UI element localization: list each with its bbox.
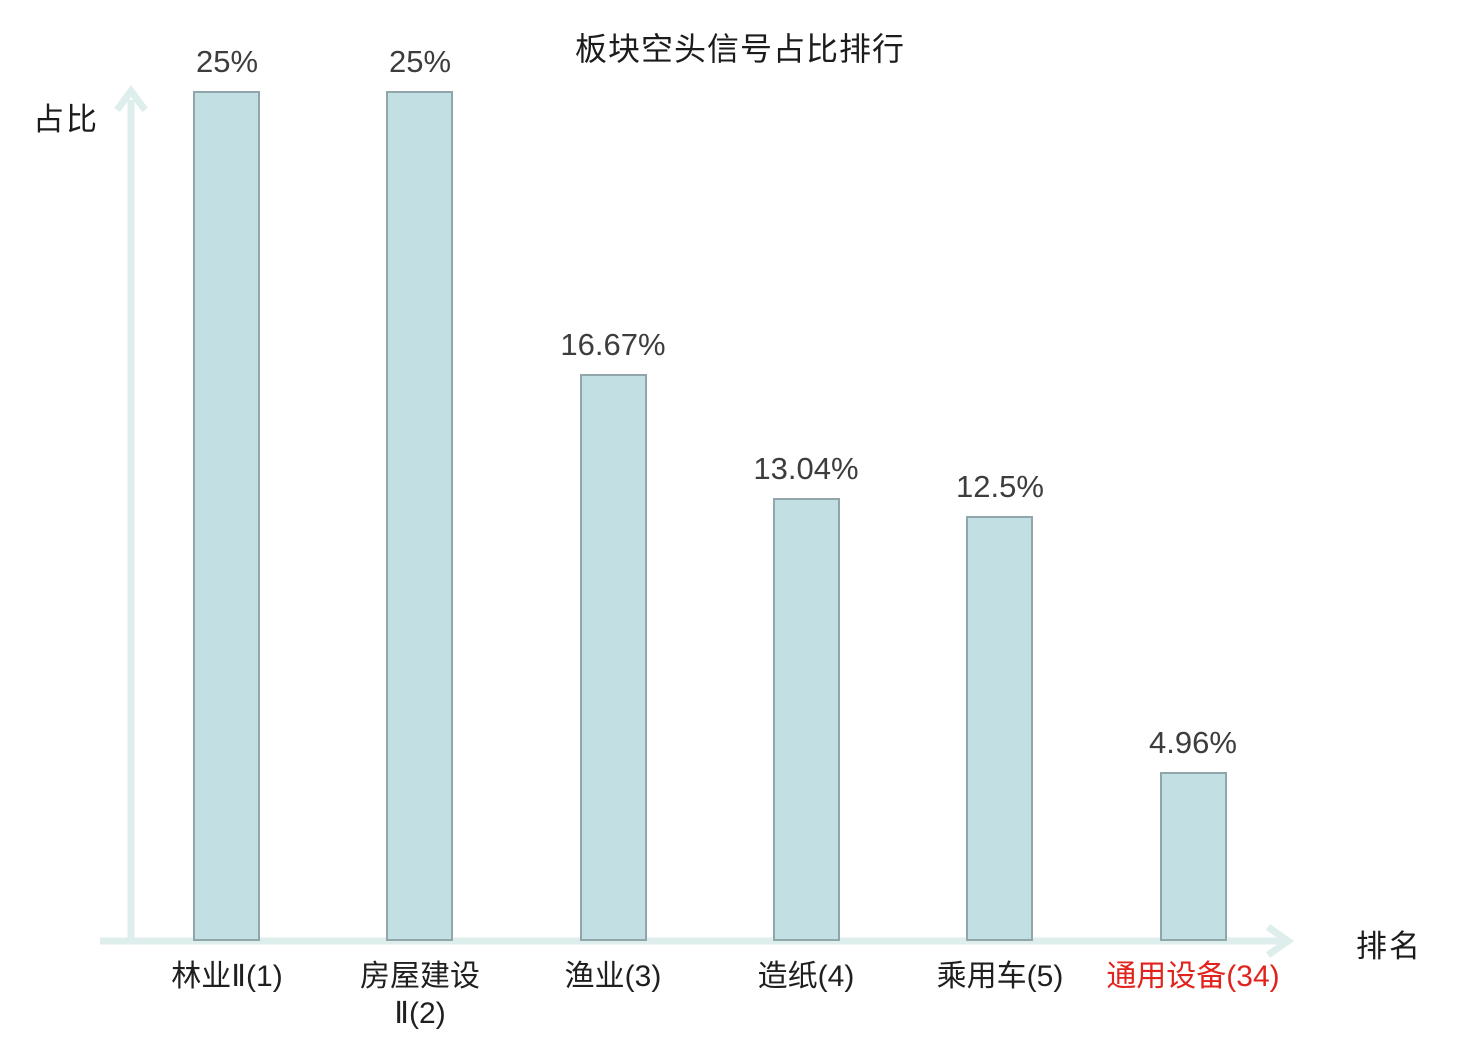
bar-value-label: 13.04% [753, 451, 859, 486]
bar [580, 374, 647, 941]
y-axis-arrow-icon [114, 85, 148, 113]
bar-category-label: 林业Ⅱ(1) [171, 960, 283, 993]
bar-value-label: 25% [388, 44, 452, 79]
bar [386, 91, 453, 941]
x-axis [100, 924, 1295, 958]
bar-category-label: 渔业(3) [564, 960, 662, 993]
bar-value-label: 12.5% [956, 469, 1044, 504]
bar-value-label: 25% [195, 44, 259, 79]
y-axis [114, 85, 148, 944]
bar-category-label: 通用设备(34) [1106, 960, 1280, 993]
bar [966, 516, 1033, 941]
bar-category-label: 乘用车(5) [936, 960, 1064, 993]
bar [193, 91, 260, 941]
x-axis-arrow-icon [1265, 924, 1295, 958]
bar-category-label: 房屋建设 Ⅱ(2) [360, 960, 480, 1030]
bar-value-label: 16.67% [560, 327, 666, 362]
chart-title: 板块空头信号占比排行 [574, 31, 905, 67]
bar-category-label: 造纸(4) [757, 960, 855, 993]
bar [1160, 772, 1227, 941]
bar-value-label: 4.96% [1149, 725, 1237, 760]
x-axis-label: 排名 [1356, 929, 1422, 964]
y-axis-label: 占比 [33, 102, 99, 137]
bar [773, 498, 840, 941]
